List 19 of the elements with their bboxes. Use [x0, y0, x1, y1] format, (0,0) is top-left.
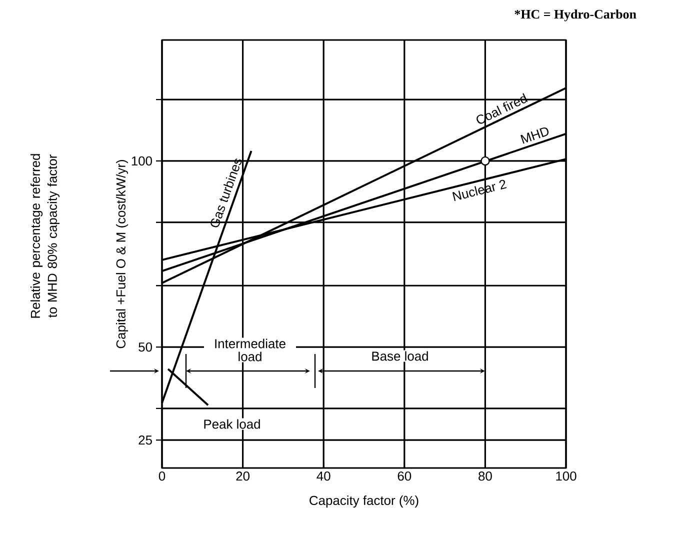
x-axis-title: Capacity factor (%)	[310, 496, 418, 508]
x-tick-label: 60	[398, 472, 412, 481]
y-tick-label: 100	[132, 156, 152, 166]
text: Coal fired	[476, 93, 528, 124]
x-tick-label: 40	[316, 472, 330, 481]
y-axis-title: Capital +Fuel O & M (cost/kW/yr)	[116, 160, 128, 348]
text: Relative percentage referred to MHD 80% capacity factor	[30, 154, 60, 318]
x-tick-label: 80	[478, 472, 492, 481]
x-tick-label: 0	[158, 472, 166, 481]
text: MHD	[520, 127, 549, 144]
y-tick-label: 25	[138, 435, 152, 445]
x-tick-label: 100	[556, 472, 576, 481]
x-tick-label: 20	[236, 472, 250, 481]
y-tick-label: 50	[138, 342, 152, 352]
text: *HC = Hydro-Carbon	[514, 10, 636, 22]
annotation: Base load	[372, 351, 428, 361]
text: Nuclear 2	[452, 180, 507, 202]
annotation: Peak load	[204, 419, 260, 429]
annotation: Intermediate load	[215, 338, 286, 362]
